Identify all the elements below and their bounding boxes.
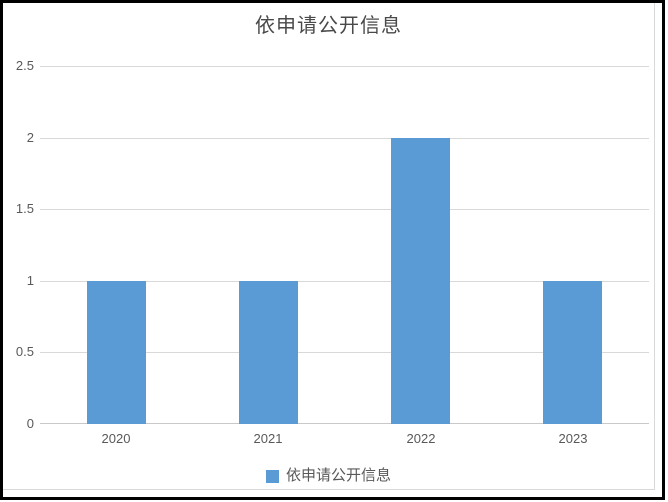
gridline: [40, 138, 649, 139]
y-tick-label: 0.5: [15, 344, 34, 359]
bar-2021: [239, 281, 298, 424]
x-tick-label: 2023: [558, 431, 588, 446]
y-tick-label: 0: [26, 416, 34, 431]
plot-area: [40, 66, 649, 424]
gridline: [40, 209, 649, 210]
bar-2022: [391, 138, 450, 424]
x-tick-label: 2021: [253, 431, 283, 446]
y-tick-label: 2.5: [15, 58, 34, 73]
legend-swatch-icon: [265, 469, 279, 483]
legend: 依申请公开信息: [3, 467, 654, 485]
x-tick-label: 2022: [406, 431, 436, 446]
y-tick-label: 1.5: [15, 201, 34, 216]
gridline: [40, 66, 649, 67]
gridline: [40, 281, 649, 282]
chart-title: 依申请公开信息: [255, 15, 402, 37]
chart-area: 依申请公开信息 依申请公开信息 0 0.5 1 1.5 2 2.5 2020 2021 2022…: [3, 3, 655, 490]
legend-label: 依申请公开信息: [285, 467, 391, 484]
bar-2023: [543, 281, 602, 424]
bar-2020: [87, 281, 146, 424]
y-tick-label: 2: [26, 130, 34, 145]
x-axis-line: [40, 423, 649, 424]
y-tick-label: 1: [26, 273, 34, 288]
gridline: [40, 352, 649, 353]
x-tick-label: 2020: [101, 431, 131, 446]
